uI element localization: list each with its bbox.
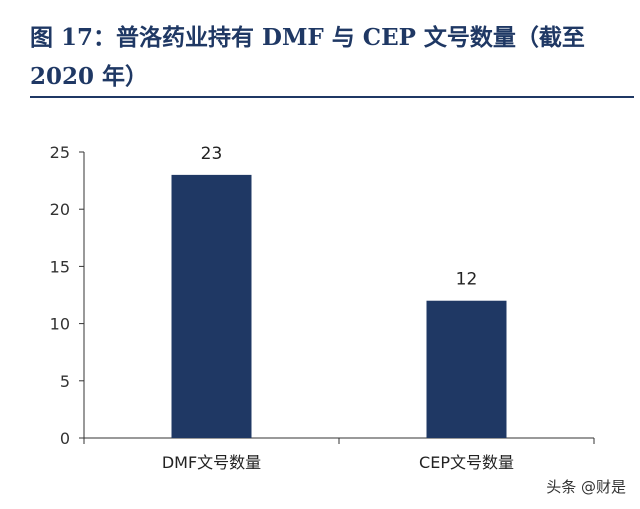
y-tick-label: 15 <box>50 257 70 276</box>
data-label: 23 <box>201 144 223 164</box>
y-tick-label: 10 <box>50 315 70 334</box>
watermark: 头条 @财是 <box>546 478 626 496</box>
category-label: CEP文号数量 <box>419 453 514 472</box>
y-axis-ticks: 0 5 10 15 20 25 <box>50 143 84 448</box>
data-labels: 23 12 <box>201 144 478 290</box>
bars <box>171 174 507 438</box>
title-rule <box>30 96 634 98</box>
x-axis-ticks: DMF文号数量 CEP文号数量 <box>83 438 595 472</box>
y-tick-label: 25 <box>50 143 70 162</box>
figure-title: 图 17：普洛药业持有 DMF 与 CEP 文号数量（截至 2020 年） <box>30 24 585 90</box>
data-label: 12 <box>456 270 478 290</box>
y-tick-label: 5 <box>60 372 70 391</box>
bar <box>171 174 252 438</box>
category-label: DMF文号数量 <box>162 453 261 472</box>
bar <box>426 300 507 438</box>
y-tick-label: 0 <box>60 429 70 448</box>
y-tick-label: 20 <box>50 200 70 219</box>
